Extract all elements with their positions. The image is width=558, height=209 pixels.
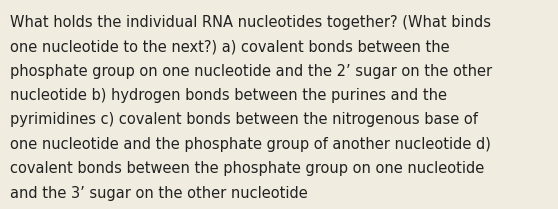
Text: covalent bonds between the phosphate group on one nucleotide: covalent bonds between the phosphate gro… bbox=[10, 161, 484, 176]
Text: one nucleotide and the phosphate group of another nucleotide d): one nucleotide and the phosphate group o… bbox=[10, 137, 491, 152]
Text: What holds the individual RNA nucleotides together? (What binds: What holds the individual RNA nucleotide… bbox=[10, 15, 491, 30]
Text: one nucleotide to the next?) a) covalent bonds between the: one nucleotide to the next?) a) covalent… bbox=[10, 39, 450, 54]
Text: and the 3’ sugar on the other nucleotide: and the 3’ sugar on the other nucleotide bbox=[10, 186, 308, 201]
Text: nucleotide b) hydrogen bonds between the purines and the: nucleotide b) hydrogen bonds between the… bbox=[10, 88, 447, 103]
Text: phosphate group on one nucleotide and the 2’ sugar on the other: phosphate group on one nucleotide and th… bbox=[10, 64, 492, 79]
Text: pyrimidines c) covalent bonds between the nitrogenous base of: pyrimidines c) covalent bonds between th… bbox=[10, 112, 478, 127]
